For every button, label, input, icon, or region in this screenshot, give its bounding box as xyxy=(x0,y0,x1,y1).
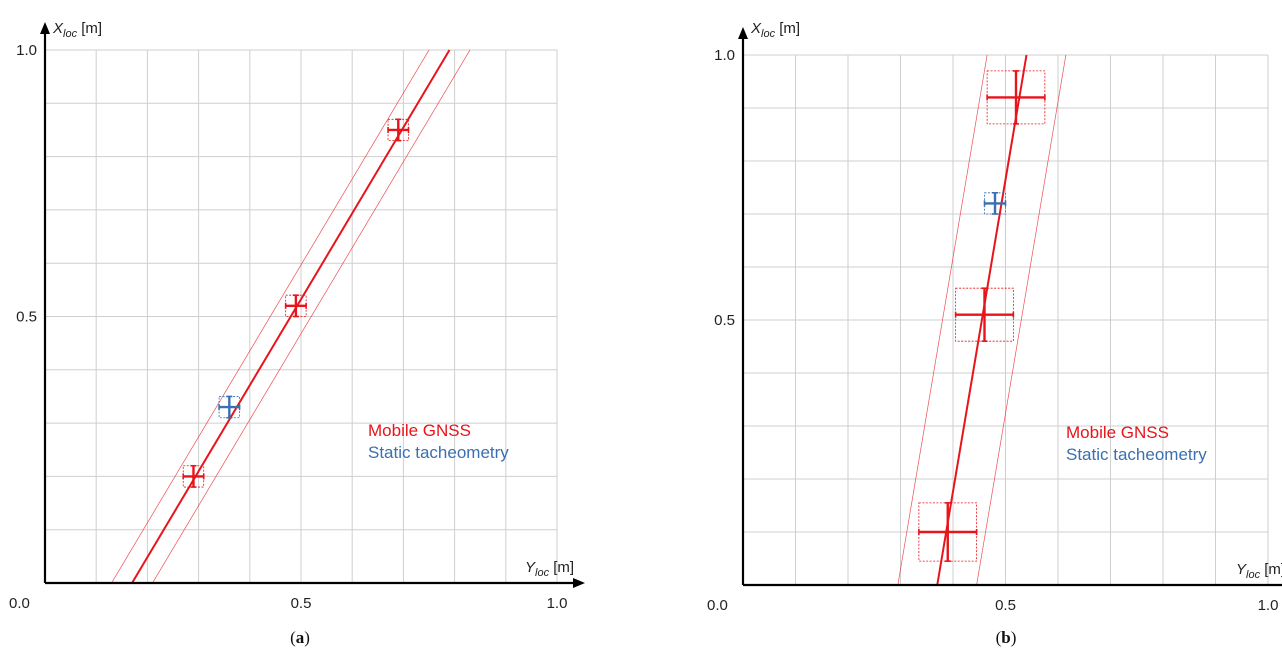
y-tick-label: 0.5 xyxy=(16,309,37,326)
confidence-band-left xyxy=(111,50,430,583)
panel-label: (a) xyxy=(290,628,310,647)
x-tick-label: 1.0 xyxy=(547,595,568,612)
gnss-point xyxy=(387,118,410,142)
x-tick-label: 0.5 xyxy=(291,595,312,612)
chart-panel-2: 0.0 0.5 1.0 0.5 1.0 Xloc [m] Yloc [m] Mobile GN… xyxy=(707,20,1282,647)
gnss-point xyxy=(918,502,978,562)
confidence-band-right xyxy=(976,55,1067,585)
legend-entry: Mobile GNSS xyxy=(368,421,471,440)
fit-group xyxy=(897,55,1067,585)
confidence-band-right xyxy=(152,50,471,583)
x-tick-label: 1.0 xyxy=(1258,597,1279,614)
x-axis-label: Yloc [m] xyxy=(1236,561,1282,581)
chart-panel-1: 0.0 0.5 1.0 0.5 1.0 Xloc [m] Yloc [m] Mobile GN… xyxy=(9,20,585,647)
panel-label: (b) xyxy=(996,628,1017,647)
legend-entry: Static tacheometry xyxy=(368,443,509,462)
legend-entry: Static tacheometry xyxy=(1066,445,1207,464)
fit-group xyxy=(111,50,471,583)
y-tick-label: 1.0 xyxy=(16,42,37,59)
gnss-point xyxy=(954,287,1015,343)
tacheometry-point xyxy=(218,395,241,419)
fit-line xyxy=(936,54,1028,586)
x-axis-label: Yloc [m] xyxy=(525,559,574,579)
gnss-point xyxy=(986,70,1046,125)
legend-entry: Mobile GNSS xyxy=(1066,423,1169,442)
y-tick-label: 0.5 xyxy=(714,312,735,329)
y-axis-label: Xloc [m] xyxy=(52,20,102,40)
origin-tick-label: 0.0 xyxy=(9,595,30,612)
gnss-point xyxy=(284,294,307,318)
y-axis-label: Xloc [m] xyxy=(750,20,800,40)
y-axis-arrow xyxy=(738,27,748,39)
confidence-band-left xyxy=(897,55,988,585)
y-axis-arrow xyxy=(40,22,50,34)
x-axis-arrow xyxy=(573,578,585,588)
x-tick-label: 0.5 xyxy=(995,597,1016,614)
gnss-point xyxy=(182,464,205,488)
origin-tick-label: 0.0 xyxy=(707,597,728,614)
tacheometry-point xyxy=(983,192,1007,215)
y-tick-label: 1.0 xyxy=(714,47,735,64)
